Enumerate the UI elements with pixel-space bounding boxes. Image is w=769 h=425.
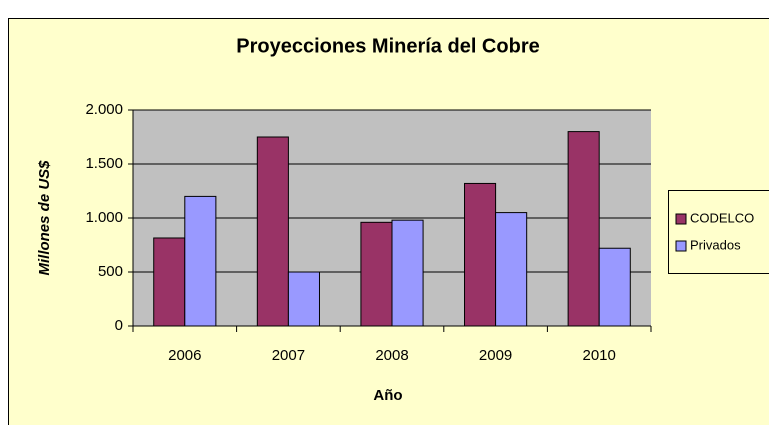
bar	[360, 221, 393, 327]
bar	[464, 182, 497, 327]
x-tick-label: 2010	[583, 347, 616, 364]
legend-swatch	[675, 213, 687, 225]
y-tick-label: 2.000	[85, 101, 123, 118]
bar	[598, 247, 631, 327]
x-tick-label: 2009	[479, 347, 512, 364]
x-tick-label: 2008	[375, 347, 408, 364]
x-tick-label: 2006	[168, 347, 201, 364]
bar	[184, 195, 217, 327]
x-axis-label: Año	[373, 387, 402, 404]
legend-swatch	[675, 240, 687, 252]
bar	[567, 131, 600, 327]
x-tick-label: 2007	[272, 347, 305, 364]
y-axis-label: Millones de US$	[36, 160, 53, 276]
legend	[668, 190, 769, 274]
y-tick-label: 500	[98, 263, 123, 280]
bar	[495, 212, 528, 327]
bar	[153, 237, 186, 327]
y-tick-label: 0	[115, 317, 123, 334]
chart-title: Proyecciones Minería del Cobre	[236, 35, 539, 57]
legend-label: Privados	[690, 237, 741, 252]
legend-label: CODELCO	[690, 210, 754, 225]
y-tick-label: 1.500	[85, 155, 123, 172]
bar	[256, 136, 289, 327]
bar	[287, 271, 320, 327]
bar	[391, 219, 424, 327]
y-tick-label: 1.000	[85, 209, 123, 226]
